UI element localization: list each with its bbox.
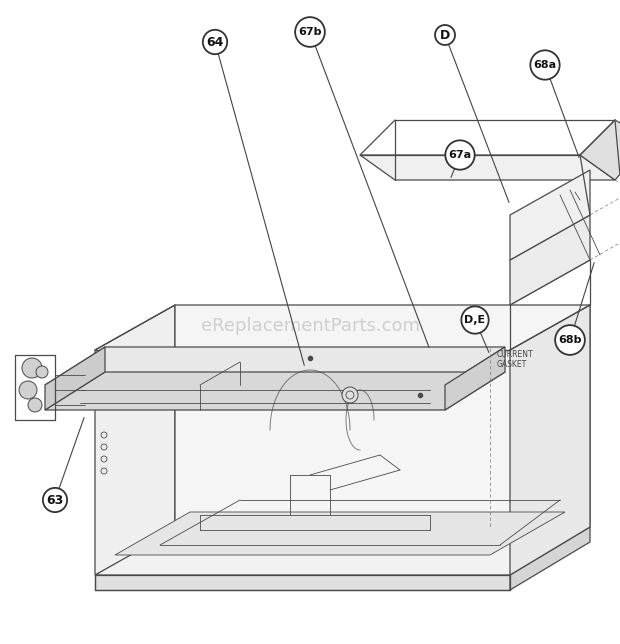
- Polygon shape: [95, 575, 510, 590]
- Polygon shape: [580, 120, 620, 180]
- Text: eReplacementParts.com: eReplacementParts.com: [200, 317, 420, 335]
- Text: 63: 63: [46, 493, 64, 506]
- Circle shape: [22, 358, 42, 378]
- Polygon shape: [45, 372, 505, 410]
- Text: CURRENT
GASKET: CURRENT GASKET: [497, 350, 534, 370]
- Text: 67b: 67b: [298, 27, 322, 37]
- Polygon shape: [115, 512, 565, 555]
- Polygon shape: [105, 355, 510, 372]
- Polygon shape: [45, 347, 505, 385]
- Polygon shape: [510, 215, 590, 305]
- Circle shape: [36, 366, 48, 378]
- Polygon shape: [175, 305, 590, 530]
- Circle shape: [342, 387, 358, 403]
- Text: 67a: 67a: [448, 150, 472, 160]
- Polygon shape: [45, 347, 105, 410]
- Polygon shape: [510, 527, 590, 590]
- Circle shape: [19, 381, 37, 399]
- Circle shape: [28, 398, 42, 412]
- Polygon shape: [360, 155, 615, 180]
- Text: D,E: D,E: [464, 315, 485, 325]
- Text: 68b: 68b: [558, 335, 582, 345]
- Polygon shape: [510, 305, 590, 575]
- Polygon shape: [95, 305, 175, 575]
- Polygon shape: [45, 350, 510, 410]
- Text: 64: 64: [206, 35, 224, 48]
- Polygon shape: [510, 170, 590, 260]
- Text: D: D: [440, 28, 450, 41]
- Text: 68a: 68a: [533, 60, 557, 70]
- Polygon shape: [95, 527, 590, 575]
- Polygon shape: [445, 347, 505, 410]
